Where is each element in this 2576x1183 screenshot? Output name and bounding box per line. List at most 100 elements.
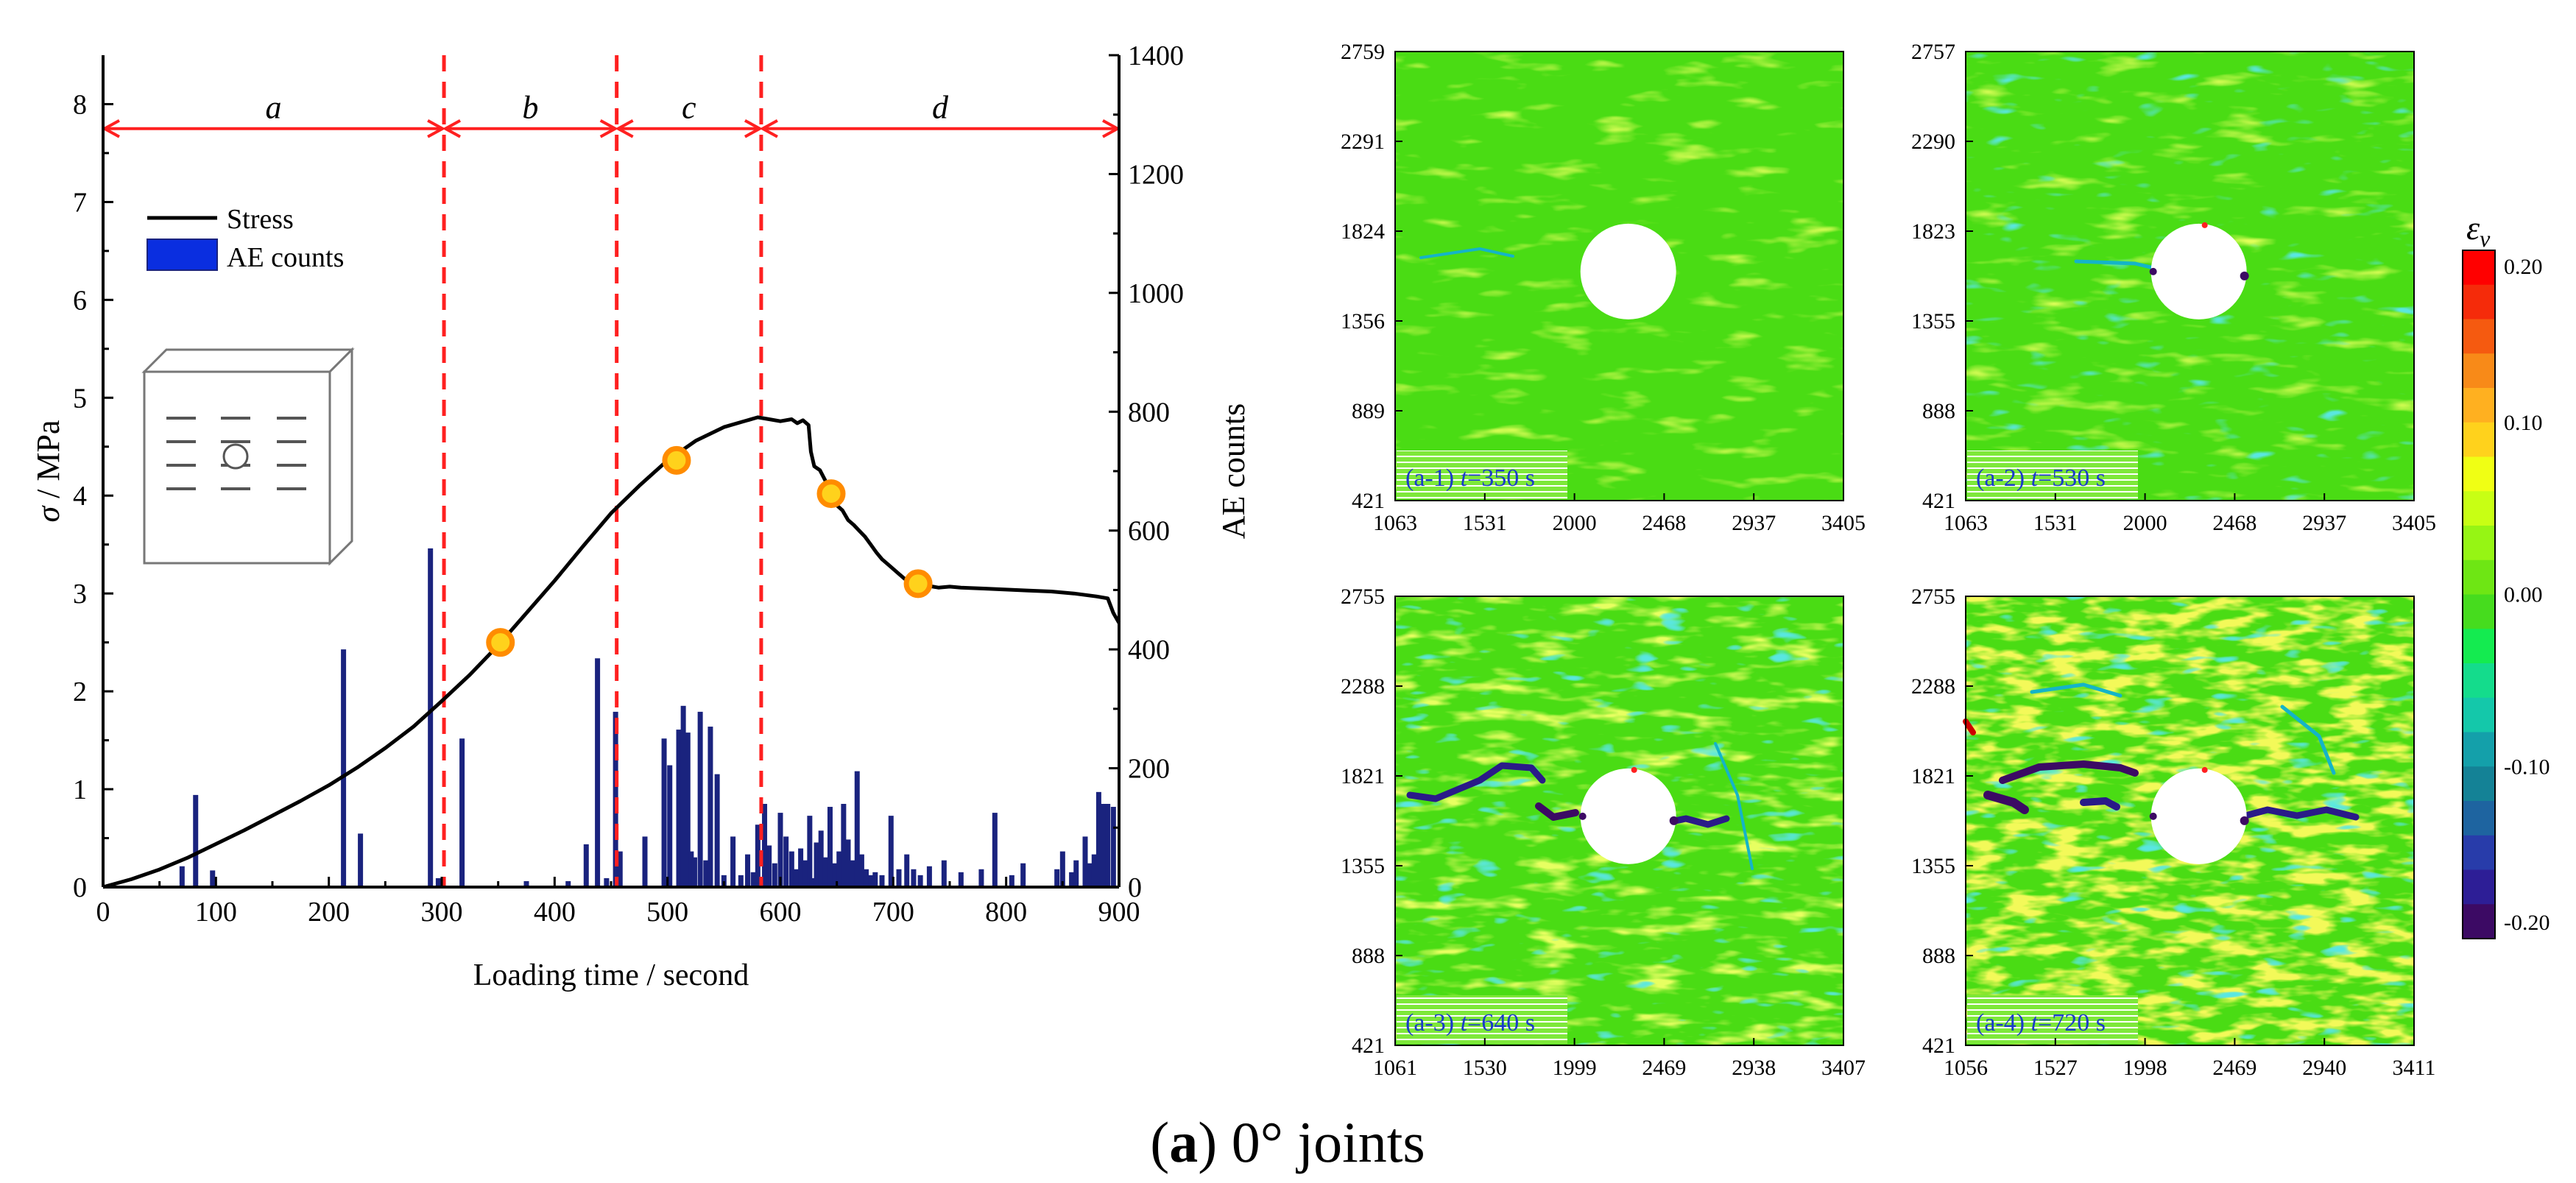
ae-bar [827, 807, 833, 887]
colorbar-tick-label: 0.00 [2504, 583, 2543, 607]
x-axis-label: Loading time / second [473, 958, 749, 992]
ae-bar [978, 869, 984, 887]
ae-bar [435, 877, 441, 887]
ae-bar [911, 869, 917, 887]
ae-bar [642, 836, 648, 887]
ae-bar [818, 830, 824, 887]
stage-arrow-head-left [615, 119, 634, 138]
legend: Stress AE counts [147, 204, 344, 273]
panel-a-2: (a-2) t=530 s 1063 1531 2000 2468 2937 3405 275… [1911, 40, 2436, 535]
panel-crack [1999, 760, 2139, 784]
chart-axes: 0 100 200 300 400 500 600 700 800 900012345678020… [73, 40, 1184, 928]
ae-bar [896, 869, 902, 887]
ae-bar [1087, 863, 1093, 887]
panel-x-tick-label: 1998 [2123, 1056, 2167, 1080]
ae-bar [688, 851, 694, 887]
panel-y-tick-label: 2757 [1911, 40, 1955, 64]
specimen-hole [222, 443, 249, 470]
stage-label-a: a [266, 90, 282, 126]
panel-hole [1580, 223, 1676, 319]
colorbar-cells [2462, 250, 2496, 939]
stress-markers [486, 445, 933, 657]
stress-marker [903, 569, 933, 598]
panel-label-t: t [2031, 1009, 2039, 1037]
ae-bar [1009, 875, 1014, 887]
x-tick-label: 200 [308, 897, 350, 928]
ae-bar [958, 872, 964, 887]
panel-y-tick-label: 1355 [1911, 309, 1955, 333]
ae-bar [1095, 791, 1101, 887]
panel-label-prefix: (a-4) [1976, 1009, 2031, 1037]
panel-y-tick-label: 2291 [1341, 130, 1385, 154]
stage-label-c: c [682, 90, 696, 126]
stage-label-d: d [932, 90, 949, 126]
stage-boundaries [442, 55, 763, 887]
panel-label-prefix: (a-3) [1405, 1009, 1461, 1037]
panel-y-tick-label: 421 [1922, 489, 1955, 513]
colorbar-cell [2463, 559, 2495, 595]
panel-crack [1714, 742, 1754, 870]
colorbar-cell [2463, 491, 2495, 526]
y-tick-label: 3 [73, 579, 87, 610]
panel-hole [2150, 768, 2247, 864]
panel-label-value: =350 s [1467, 465, 1535, 492]
ae-bar [926, 866, 932, 887]
colorbar-subscript: v [2480, 225, 2491, 252]
colorbar-cell [2463, 629, 2495, 664]
ae-bar [1110, 807, 1116, 887]
ae-bar [858, 854, 864, 887]
panel-x-tick-label: 1531 [1463, 511, 1507, 535]
panel-y-tick-label: 1821 [1341, 764, 1385, 788]
panel-hole-mark [1669, 816, 1679, 825]
colorbar-cell [2463, 697, 2495, 732]
colorbar-cell [2463, 835, 2495, 870]
ae-bar [802, 860, 808, 887]
y2-tick-label: 200 [1128, 754, 1170, 785]
colorbar-cell [2463, 663, 2495, 699]
panel-hole-mark [2149, 267, 2157, 275]
x-tick-label: 900 [1098, 897, 1140, 928]
stage-arrow-head-left [759, 119, 778, 138]
ae-bar [941, 860, 947, 887]
panel-y-tick-label: 888 [1352, 944, 1385, 968]
panel-label-t: t [2031, 465, 2039, 492]
ae-bar [809, 877, 815, 887]
colorbar-tick-label: 0.20 [2504, 255, 2543, 279]
ae-bar [1082, 836, 1088, 887]
panel-label: (a-4) t=720 s [1976, 1009, 2106, 1037]
ae-bar [750, 872, 756, 887]
colorbar-cell [2463, 801, 2495, 836]
ae-bar [680, 705, 686, 887]
ae-bar [793, 869, 799, 887]
ae-bar [992, 813, 998, 887]
panel-y-tick-label: 1823 [1911, 219, 1955, 244]
y-tick-label: 7 [73, 187, 87, 218]
panel-y-tick-label: 2288 [1341, 674, 1385, 699]
ae-bar [523, 880, 529, 887]
colorbar-title: εv [2466, 209, 2491, 252]
y2-tick-label: 600 [1128, 516, 1170, 547]
panel-crack [1963, 718, 1976, 735]
figure-caption: (a) 0° joints [1150, 1110, 1425, 1174]
ae-bar [685, 732, 691, 887]
ae-bar [1091, 854, 1097, 887]
y-tick-label: 8 [73, 89, 87, 120]
x-tick-label: 600 [760, 897, 802, 928]
y2-tick-label: 0 [1128, 872, 1142, 903]
panel-frame [1965, 596, 2415, 1046]
panel-x-tick-label: 2938 [1732, 1056, 1776, 1080]
ae-bar [604, 877, 610, 887]
legend-stress-label: Stress [227, 204, 294, 235]
specimen-sketch [141, 347, 355, 566]
panel-label: (a-3) t=640 s [1405, 1009, 1535, 1037]
panel-label-box [1397, 995, 1567, 1044]
panel-x-tick-label: 1056 [1944, 1056, 1988, 1080]
panel-label-box [1397, 451, 1567, 499]
x-tick-label: 0 [96, 897, 110, 928]
colorbar-cell [2463, 526, 2495, 561]
ae-bar [762, 804, 768, 887]
caption-paren-open: ( [1150, 1110, 1169, 1174]
ae-counts-bars [179, 548, 1116, 887]
panel-x-tick-label: 3405 [2392, 511, 2436, 535]
